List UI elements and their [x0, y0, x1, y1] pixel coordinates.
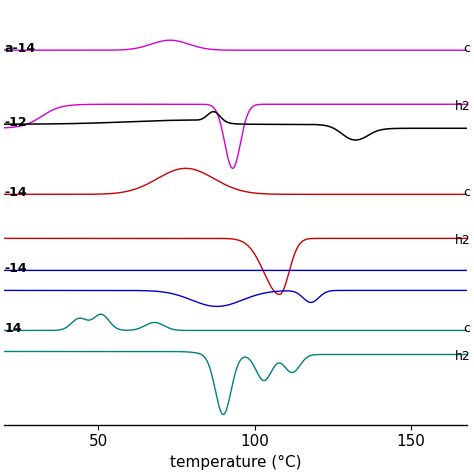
Text: h2: h2 [455, 234, 471, 247]
Text: -12: -12 [4, 116, 27, 129]
X-axis label: temperature (°C): temperature (°C) [170, 455, 301, 470]
Text: -14: -14 [4, 262, 27, 275]
Text: -14: -14 [4, 186, 27, 199]
Text: h2: h2 [455, 100, 471, 113]
Text: c: c [464, 186, 471, 199]
Text: c: c [464, 42, 471, 55]
Text: h2: h2 [455, 350, 471, 363]
Text: c: c [464, 322, 471, 335]
Text: 14: 14 [4, 322, 22, 335]
Text: a-14: a-14 [4, 42, 35, 55]
